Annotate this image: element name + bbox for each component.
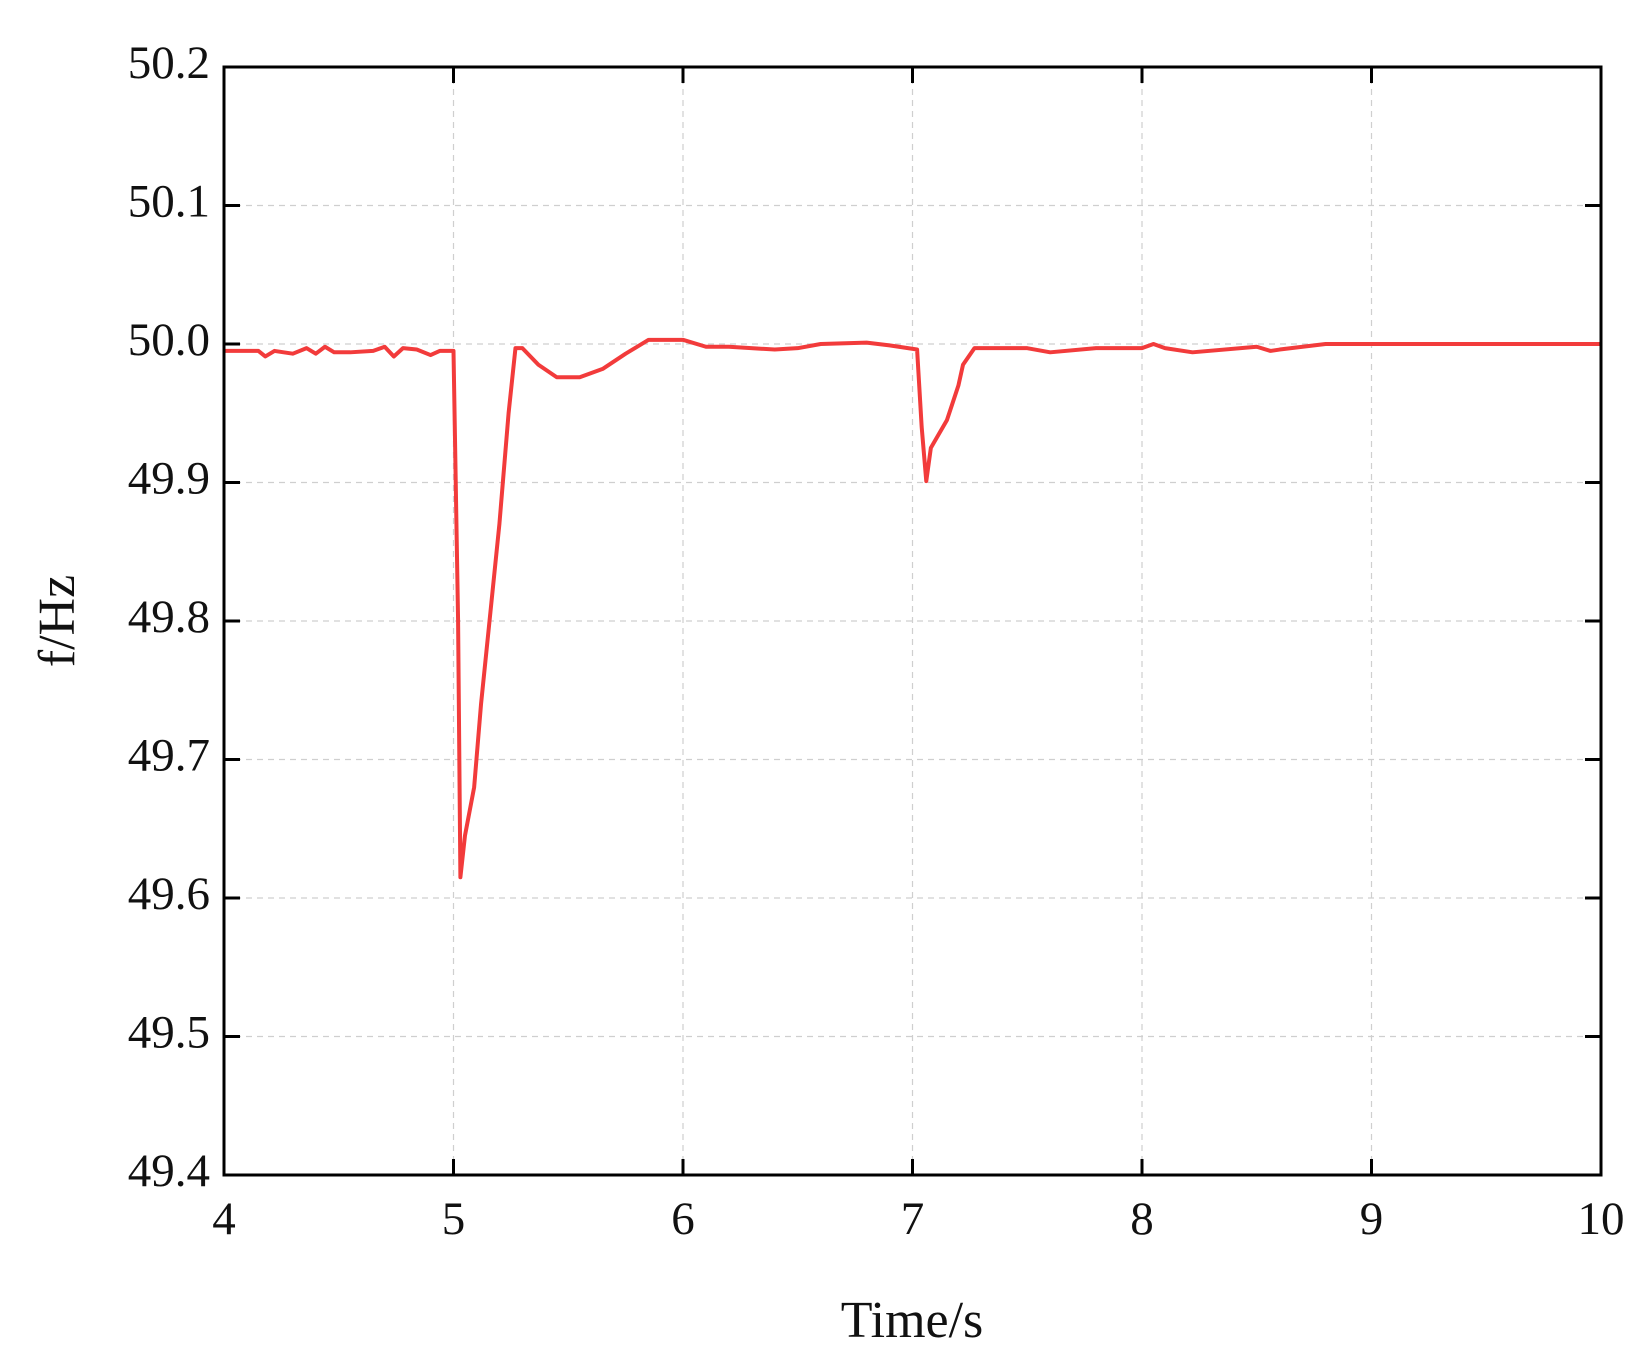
x-tick-label: 9 [1360, 1193, 1384, 1245]
x-tick-label: 10 [1578, 1193, 1625, 1245]
y-tick-label: 50.2 [128, 37, 210, 89]
data-line [224, 337, 1601, 880]
y-tick-label: 49.4 [128, 1145, 210, 1197]
y-tick-label: 49.9 [128, 452, 210, 504]
y-axis-label: f/Hz [29, 575, 86, 667]
y-tick-label: 50.0 [128, 314, 210, 366]
y-tick-label: 49.8 [128, 591, 210, 643]
y-tick-label: 49.7 [128, 729, 210, 781]
x-tick-label: 4 [212, 1193, 236, 1245]
y-tick-label: 50.1 [128, 175, 210, 227]
y-tick-label: 49.6 [128, 868, 210, 920]
plot-frame [222, 65, 1603, 1177]
x-axis-label: Time/s [841, 1292, 984, 1349]
y-tick-label: 49.5 [128, 1006, 210, 1058]
x-tick-label: 8 [1130, 1193, 1154, 1245]
x-tick-label: 7 [901, 1193, 925, 1245]
x-tick-label: 5 [442, 1193, 466, 1245]
x-tick-label: 6 [671, 1193, 695, 1245]
